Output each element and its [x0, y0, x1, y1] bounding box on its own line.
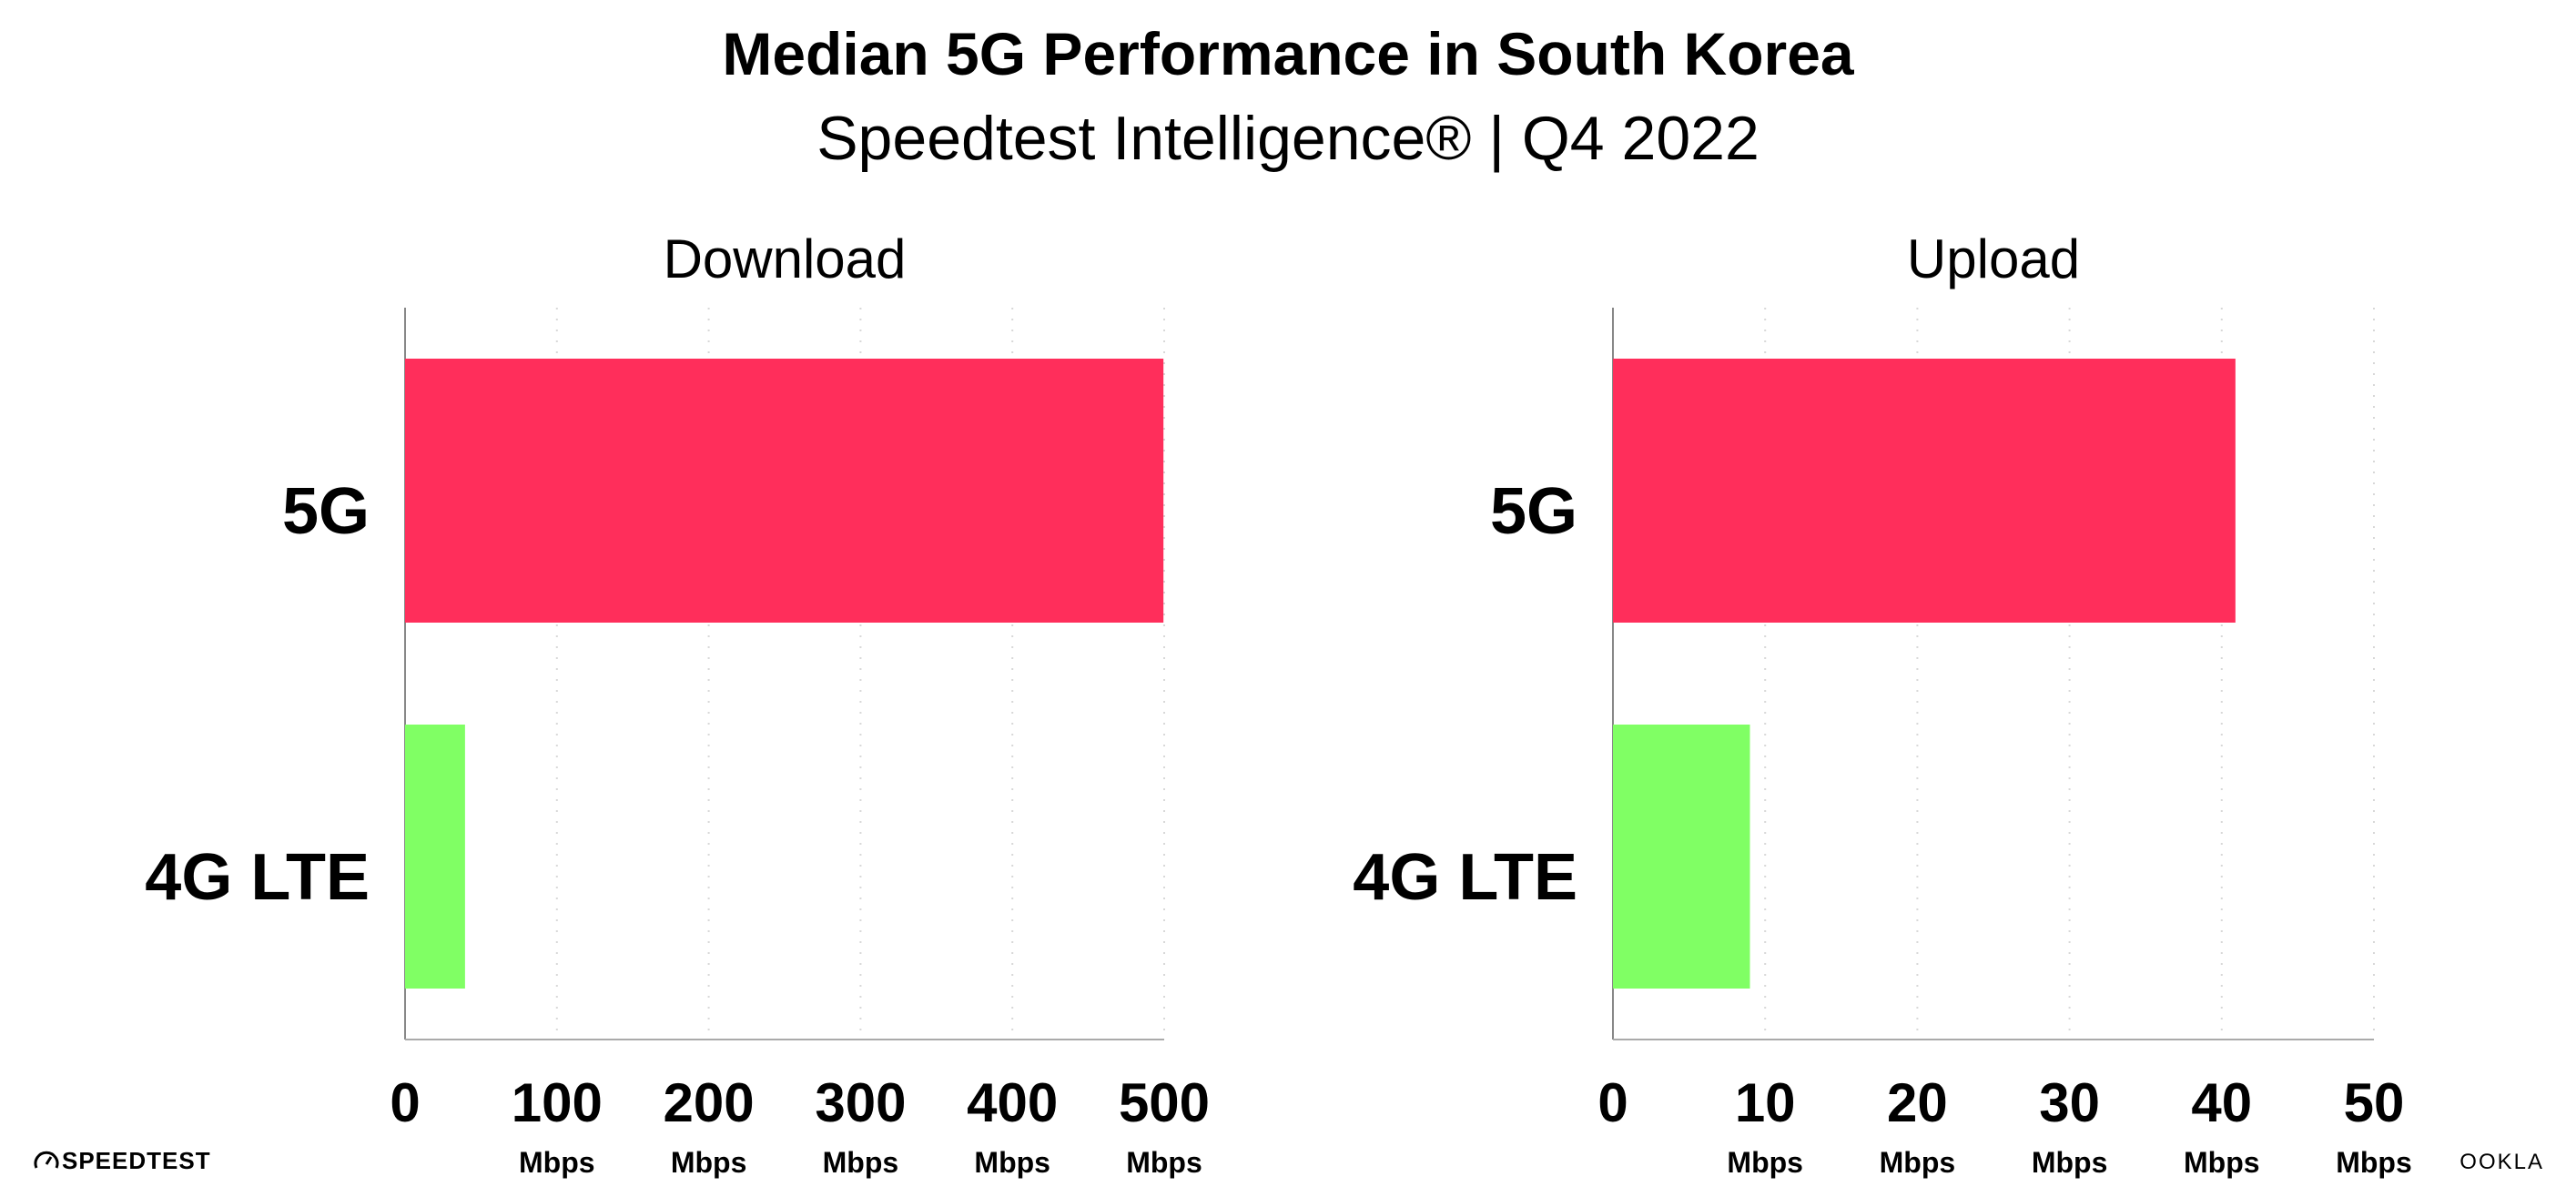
speedtest-logo: SPEEDTEST: [34, 1147, 211, 1174]
category-label: 5G: [282, 475, 370, 548]
x-tick-label: 400: [967, 1072, 1058, 1133]
panel-title-1: Upload: [1907, 228, 2080, 289]
x-tick-label: 300: [815, 1072, 906, 1133]
x-tick-unit: Mbps: [671, 1146, 747, 1179]
chart-title: Median 5G Performance in South Korea: [722, 20, 1855, 87]
chart-subtitle: Speedtest Intelligence® | Q4 2022: [816, 104, 1760, 173]
x-tick-label: 0: [390, 1072, 420, 1133]
x-tick-unit: Mbps: [519, 1146, 595, 1179]
x-tick-unit: Mbps: [974, 1146, 1050, 1179]
category-label: 4G LTE: [145, 841, 370, 914]
x-tick-label: 10: [1735, 1072, 1796, 1133]
x-tick-label: 30: [2039, 1072, 2100, 1133]
x-tick-unit: Mbps: [2184, 1146, 2260, 1179]
x-tick-unit: Mbps: [1126, 1146, 1202, 1179]
ookla-logo: OOKLA: [2459, 1150, 2544, 1174]
x-tick-unit: Mbps: [823, 1146, 899, 1179]
speedometer-icon: [34, 1151, 59, 1169]
bar-5g: [1613, 359, 2236, 623]
speedtest-logo-text: SPEEDTEST: [62, 1147, 211, 1174]
panel-title-0: Download: [664, 228, 907, 289]
x-tick-label: 500: [1119, 1072, 1210, 1133]
x-tick-unit: Mbps: [2336, 1146, 2412, 1179]
x-tick-label: 50: [2344, 1072, 2405, 1133]
x-tick-label: 0: [1597, 1072, 1628, 1133]
bar-4g-lte: [1613, 725, 1750, 989]
bar-4g-lte: [405, 725, 465, 989]
x-tick-label: 40: [2191, 1072, 2252, 1133]
x-tick-label: 20: [1887, 1072, 1948, 1133]
category-label: 5G: [1490, 475, 1577, 548]
category-label: 4G LTE: [1353, 841, 1577, 914]
x-tick-unit: Mbps: [1727, 1146, 1803, 1179]
x-tick-unit: Mbps: [1880, 1146, 1956, 1179]
x-tick-label: 200: [664, 1072, 755, 1133]
x-tick-label: 100: [512, 1072, 603, 1133]
x-tick-unit: Mbps: [2032, 1146, 2108, 1179]
bar-5g: [405, 359, 1164, 623]
